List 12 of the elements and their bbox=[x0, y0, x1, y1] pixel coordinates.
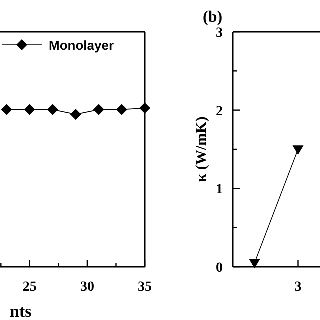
x-tick-label: 35 bbox=[138, 280, 152, 295]
legend-label: Monolayer bbox=[49, 38, 114, 53]
x-tick-label: 25 bbox=[22, 280, 37, 295]
y-axis-title: κ (W/mK) bbox=[194, 116, 210, 182]
y-tick-label: 3 bbox=[216, 26, 223, 41]
y-tick-label: 1 bbox=[216, 182, 223, 198]
chart-title: (b) bbox=[203, 9, 223, 26]
y-tick-label: 2 bbox=[216, 104, 223, 120]
y-tick-label: 0 bbox=[216, 261, 223, 276]
x-axis-title: nts bbox=[10, 302, 32, 320]
x-tick-label: 3 bbox=[294, 280, 302, 295]
x-tick-label: 30 bbox=[80, 280, 94, 295]
